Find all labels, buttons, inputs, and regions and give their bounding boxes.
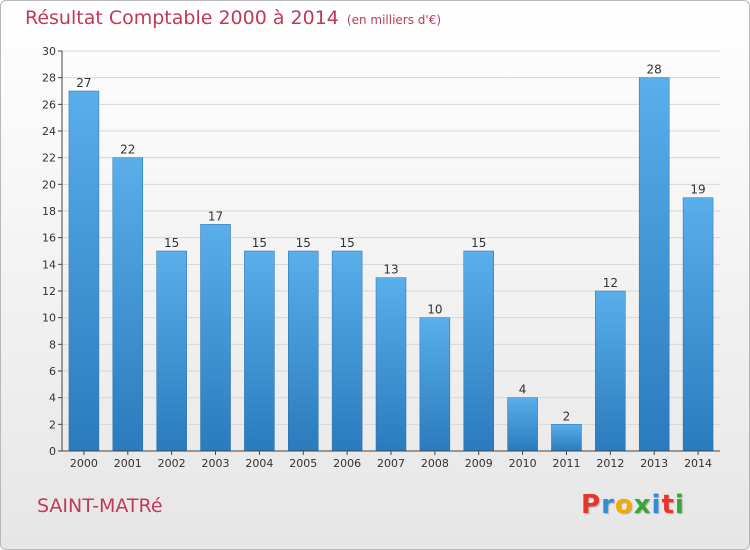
x-tick-label: 2008: [421, 457, 449, 470]
data-label: 22: [120, 143, 135, 157]
data-label: 15: [164, 236, 179, 250]
y-tick-label: 12: [42, 285, 56, 298]
chart-title-text: Résultat Comptable 2000 à 2014: [25, 7, 339, 29]
bar: [331, 250, 363, 452]
logo-letter: i: [674, 490, 685, 520]
y-tick-label: 18: [42, 205, 56, 218]
x-tick-label: 2011: [552, 457, 580, 470]
y-tick-label: 0: [49, 445, 56, 458]
data-label: 17: [208, 209, 223, 223]
x-tick-label: 2012: [596, 457, 624, 470]
y-tick-label: 6: [49, 365, 56, 378]
x-tick-label: 2001: [114, 457, 142, 470]
x-tick-label: 2009: [465, 457, 493, 470]
bars: [68, 77, 714, 452]
data-label: 27: [76, 76, 91, 90]
data-label: 15: [471, 236, 486, 250]
bar: [551, 424, 582, 452]
data-label: 19: [690, 183, 705, 197]
y-tick-label: 28: [42, 72, 56, 85]
x-tick-label: 2004: [245, 457, 273, 470]
y-tick-label: 2: [49, 418, 56, 431]
logo-letter: r: [601, 490, 615, 520]
x-tick-label: 2013: [640, 457, 668, 470]
bar: [419, 317, 451, 452]
logo-letter: o: [614, 490, 634, 520]
bar: [507, 397, 538, 452]
bar: [156, 250, 187, 452]
data-label: 2: [563, 409, 571, 423]
logo-letter: P: [581, 490, 602, 520]
chart-title-unit: (en milliers d'€): [346, 13, 442, 27]
data-label: 15: [296, 236, 311, 250]
x-tick-label: 2010: [509, 457, 537, 470]
y-tick-label: 26: [42, 98, 56, 111]
y-tick-label: 4: [49, 392, 56, 405]
x-tick-label: 2007: [377, 457, 405, 470]
x-tick-label: 2000: [70, 457, 98, 470]
bar: [68, 90, 100, 452]
y-tick-label: 14: [42, 258, 56, 271]
data-label: 15: [339, 236, 354, 250]
data-label: 13: [383, 263, 398, 277]
chart-title: Résultat Comptable 2000 à 2014 (en millie…: [25, 7, 441, 29]
data-label: 10: [427, 303, 442, 317]
logo-letter: i: [651, 490, 662, 520]
y-tick-label: 8: [49, 338, 56, 351]
y-tick-label: 24: [42, 125, 56, 138]
x-tick-label: 2003: [202, 457, 230, 470]
commune-name: SAINT-MATRé: [37, 495, 163, 517]
logo-letter: x: [633, 490, 652, 520]
proxiti-logo[interactable]: Proxiti: [581, 490, 685, 520]
data-label: 28: [647, 63, 662, 77]
bar: [682, 197, 714, 452]
x-tick-label: 2014: [684, 457, 712, 470]
data-label: 4: [519, 383, 527, 397]
x-tick-label: 2006: [333, 457, 361, 470]
x-tick-label: 2002: [158, 457, 186, 470]
bar: [638, 77, 670, 452]
y-tick-label: 16: [42, 232, 56, 245]
bar: [200, 224, 231, 452]
y-tick-label: 30: [42, 45, 56, 58]
bar: [112, 157, 144, 452]
bar: [244, 250, 275, 452]
bar: [288, 250, 319, 452]
y-tick-label: 10: [42, 312, 56, 325]
y-tick-label: 20: [42, 178, 56, 191]
bar: [595, 290, 626, 452]
data-label: 12: [603, 276, 618, 290]
bar: [375, 277, 407, 452]
bar: [463, 250, 494, 452]
x-tick-label: 2005: [289, 457, 317, 470]
data-labels: 27 22 15 17 15 15 15 13 10 15 4 2 12 28 19: [76, 63, 705, 424]
data-label: 15: [252, 236, 267, 250]
logo-letter: t: [661, 490, 675, 520]
y-tick-label: 22: [42, 152, 56, 165]
